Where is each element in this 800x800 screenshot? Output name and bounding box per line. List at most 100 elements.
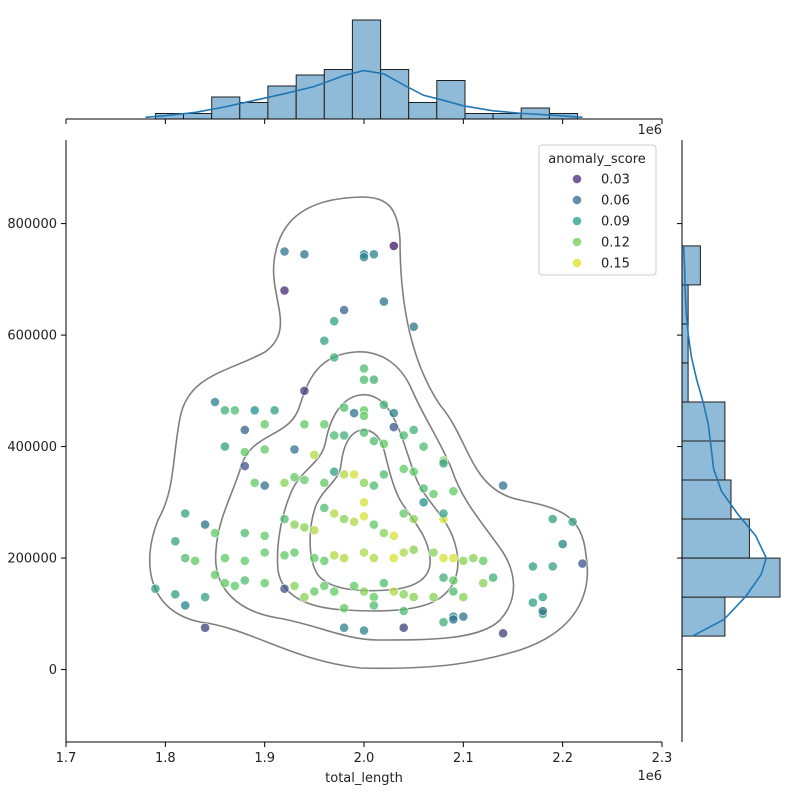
scatter-point — [259, 530, 270, 541]
scatter-point — [329, 550, 340, 561]
scatter-point — [299, 385, 310, 396]
scatter-point — [299, 592, 310, 602]
scatter-point — [319, 555, 330, 566]
scatter-point — [488, 572, 498, 583]
scatter-point — [359, 374, 369, 385]
scatter-point — [200, 519, 210, 530]
scatter-point — [210, 397, 220, 407]
scatter-point — [309, 586, 320, 597]
scatter-point — [448, 575, 459, 586]
scatter-point — [219, 405, 230, 416]
scatter-point — [378, 438, 389, 449]
scatter-point — [458, 592, 469, 602]
scatter-point — [289, 519, 300, 530]
scatter-point — [478, 555, 489, 566]
scatter-point — [368, 553, 379, 563]
x-tick-label: 1.8 — [155, 751, 176, 766]
scatter-point — [269, 405, 280, 416]
x-axis-multiplier: 1e6 — [637, 769, 662, 784]
scatter-point — [180, 600, 191, 611]
legend-marker — [572, 195, 582, 205]
scatter-point — [438, 553, 449, 563]
legend-frame — [538, 144, 657, 276]
scatter-point — [359, 477, 369, 488]
top-hist-bar — [295, 74, 325, 120]
scatter-point — [368, 480, 379, 491]
right-hist-bar — [681, 440, 726, 481]
marginal-x-histogram — [66, 19, 662, 120]
scatter-point — [398, 547, 409, 558]
scatter-point — [388, 240, 399, 251]
scatter-point — [210, 528, 220, 538]
scatter-panel — [148, 196, 589, 670]
scatter-point — [299, 419, 310, 430]
scatter-point — [428, 489, 439, 499]
scatter-point — [309, 525, 320, 536]
scatter-point — [339, 402, 349, 413]
x-tick-label: 2.0 — [354, 751, 375, 766]
top-kde-line — [145, 69, 583, 119]
scatter-point — [388, 422, 399, 432]
kde-contour-1 — [148, 196, 589, 670]
scatter-point — [368, 436, 379, 446]
scatter-point — [200, 622, 210, 633]
scatter-point — [259, 444, 270, 455]
legend: anomaly_score 0.03 0.06 0.09 0.12 0.15 — [538, 144, 657, 276]
scatter-point — [359, 586, 369, 597]
scatter-point — [418, 497, 429, 508]
scatter-point — [378, 469, 389, 480]
top-hist-bar — [239, 102, 269, 120]
y-tick-label: 800000 — [7, 217, 57, 232]
legend-label: 0.15 — [601, 257, 630, 272]
top-hist-bar — [267, 85, 297, 120]
scatter-point — [339, 553, 349, 563]
scatter-point — [359, 427, 369, 438]
scatter-point — [408, 544, 419, 555]
scatter-point — [428, 547, 439, 558]
scatter-point — [150, 583, 161, 594]
y-tick-label: 600000 — [7, 329, 57, 344]
scatter-point — [239, 555, 250, 566]
x-tick-label: 2.2 — [552, 751, 573, 766]
top-hist-bar — [492, 113, 522, 120]
scatter-point — [239, 447, 250, 457]
scatter-point — [448, 586, 459, 597]
scatter-point — [279, 477, 290, 488]
scatter-point — [438, 458, 449, 469]
scatter-point — [289, 444, 300, 455]
scatter-point — [359, 511, 369, 522]
scatter-point — [239, 461, 250, 471]
scatter-point — [239, 575, 250, 586]
scatter-point — [378, 578, 389, 588]
scatter-points — [150, 240, 588, 639]
scatter-point — [339, 603, 349, 614]
legend-label: 0.06 — [601, 194, 630, 209]
scatter-point — [398, 430, 409, 441]
scatter-point — [359, 252, 369, 262]
scatter-point — [259, 480, 270, 491]
scatter-point — [170, 589, 181, 600]
scatter-point — [368, 249, 379, 260]
scatter-point — [249, 477, 260, 488]
scatter-point — [438, 508, 449, 519]
scatter-point — [428, 592, 439, 602]
scatter-point — [180, 553, 191, 563]
scatter-point — [329, 430, 340, 441]
scatter-point — [180, 508, 191, 519]
scatter-point — [359, 547, 369, 558]
scatter-point — [200, 592, 210, 602]
y-tick-label: 400000 — [7, 440, 57, 455]
scatter-point — [388, 530, 399, 541]
scatter-point — [537, 592, 548, 602]
scatter-point — [448, 486, 459, 497]
scatter-point — [567, 516, 578, 527]
scatter-point — [398, 622, 409, 633]
scatter-point — [438, 617, 449, 628]
scatter-point — [359, 625, 369, 636]
scatter-point — [468, 553, 479, 563]
top-hist-bar — [351, 19, 382, 120]
scatter-point — [528, 597, 538, 608]
legend-marker — [572, 174, 582, 184]
top-hist-bar — [436, 80, 466, 120]
x-ticks: 1.7 1.8 1.9 2.0 2.1 2.2 2.3 — [56, 119, 672, 766]
